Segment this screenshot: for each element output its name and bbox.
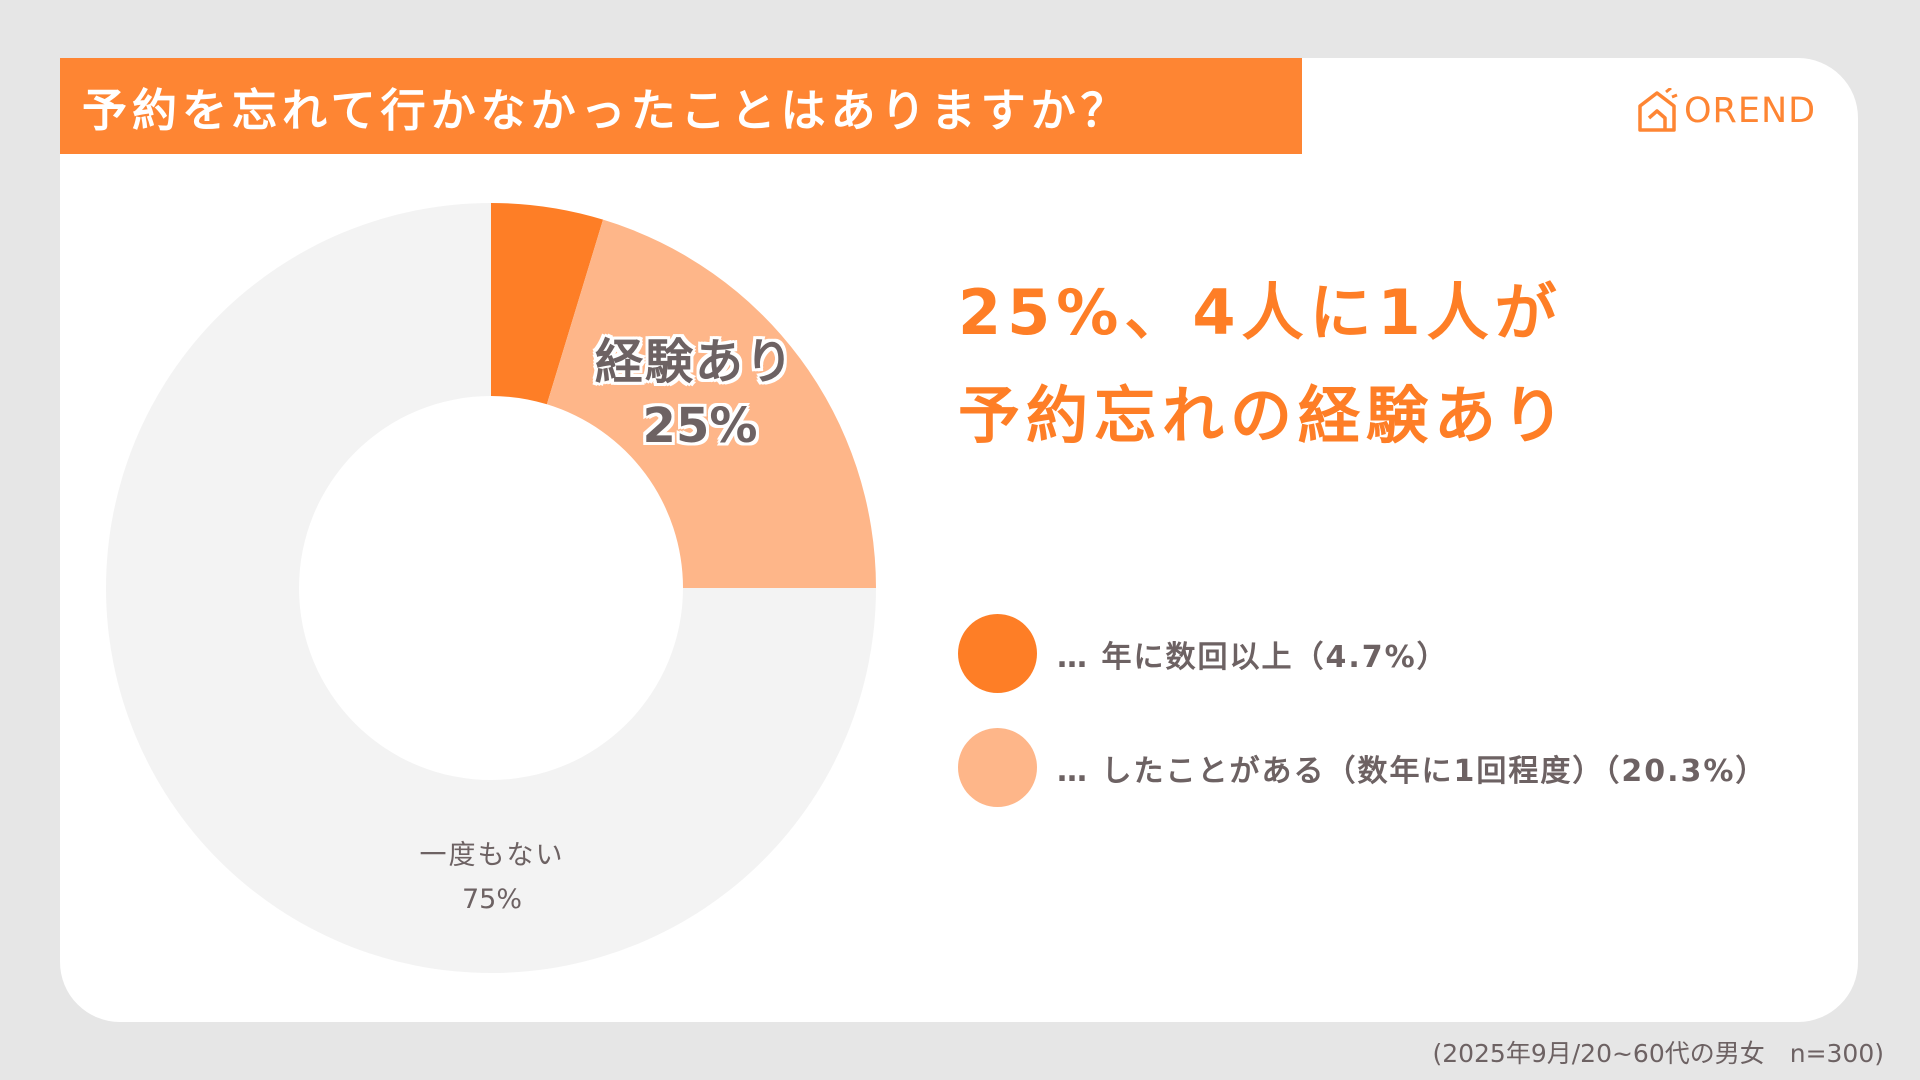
survey-footnote: (2025年9月/20~60代の男女 n=300) (1432, 1039, 1884, 1068)
annotation-never-value: 75% (461, 884, 522, 915)
headline-line-2: 予約忘れの経験あり (958, 379, 1571, 452)
legend-item-frequent: … 年に数回以上（4.7%） (958, 614, 1449, 693)
donut-slice-2 (106, 203, 876, 973)
donut-slice-0 (491, 203, 604, 405)
page-title: 予約を忘れて行かなかったことはありますか？ (82, 83, 1131, 137)
legend-item-occasional: … したことがある（数年に1回程度）（20.3%） (958, 728, 1767, 807)
slice-annotation-experience: 経験あり 25% (545, 330, 845, 458)
donut-slice-1 (546, 219, 876, 588)
legend-swatch (958, 728, 1037, 807)
legend-label: … 年に数回以上（4.7%） (1057, 639, 1449, 675)
legend-label: … したことがある（数年に1回程度）（20.3%） (1057, 753, 1768, 789)
house-icon (1638, 88, 1678, 132)
annotation-experience-label: 経験あり (594, 334, 795, 390)
logo-text: OREND (1684, 90, 1817, 131)
title-banner: 予約を忘れて行かなかったことはありますか？ (60, 58, 1302, 154)
headline-line-1: 25%、4人に1人が (958, 276, 1563, 349)
legend-swatch (958, 614, 1037, 693)
annotation-never-label: 一度もない (419, 840, 565, 871)
annotation-experience-value: 25% (642, 398, 758, 454)
brand-logo: OREND (1636, 88, 1816, 134)
slice-annotation-never: 一度もない 75% (392, 834, 592, 922)
